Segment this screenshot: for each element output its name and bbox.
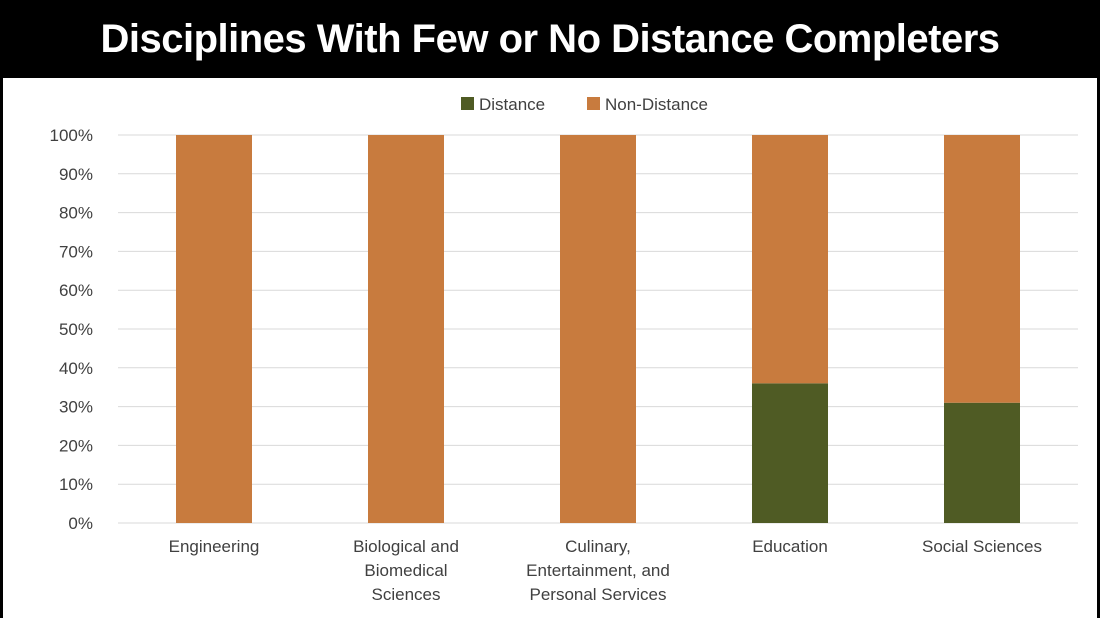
legend-swatch-distance [461,97,474,110]
y-tick-label: 30% [59,398,93,417]
y-tick-label: 90% [59,165,93,184]
bar-segment-non-distance [176,135,252,523]
x-tick-label: Social Sciences [922,537,1042,556]
x-tick-label: Personal Services [529,585,666,604]
legend-label: Distance [479,95,545,114]
legend: Distance Non-Distance [461,95,708,114]
x-tick-label: Culinary, [565,537,631,556]
bar-segment-non-distance [560,135,636,523]
legend-label: Non-Distance [605,95,708,114]
y-axis-ticks: 0% 10% 20% 30% 40% 50% 60% 70% 80% 90% 100% [50,126,93,533]
bar-segment-distance [944,402,1020,523]
frame-left-border [0,78,3,618]
y-tick-label: 40% [59,359,93,378]
y-tick-label: 100% [50,126,93,145]
bar-segment-non-distance [944,135,1020,403]
bars [176,135,1020,523]
y-tick-label: 80% [59,204,93,223]
x-tick-label: Biomedical [364,561,447,580]
x-tick-label: Education [752,537,828,556]
x-tick-label: Engineering [169,537,260,556]
bar-segment-distance [752,383,828,523]
y-tick-label: 0% [68,514,93,533]
bar-segment-non-distance [368,135,444,523]
x-tick-label: Sciences [372,585,441,604]
frame-right-border [1097,78,1100,618]
y-tick-label: 60% [59,281,93,300]
y-tick-label: 50% [59,320,93,339]
x-tick-label: Biological and [353,537,459,556]
legend-swatch-non-distance [587,97,600,110]
y-tick-label: 70% [59,242,93,261]
chart-title: Disciplines With Few or No Distance Comp… [0,0,1100,78]
x-tick-label: Entertainment, and [526,561,670,580]
y-tick-label: 10% [59,475,93,494]
bar-segment-non-distance [752,135,828,384]
x-axis-ticks: Engineering Biological and Biomedical Scien… [169,537,1042,604]
y-tick-label: 20% [59,436,93,455]
